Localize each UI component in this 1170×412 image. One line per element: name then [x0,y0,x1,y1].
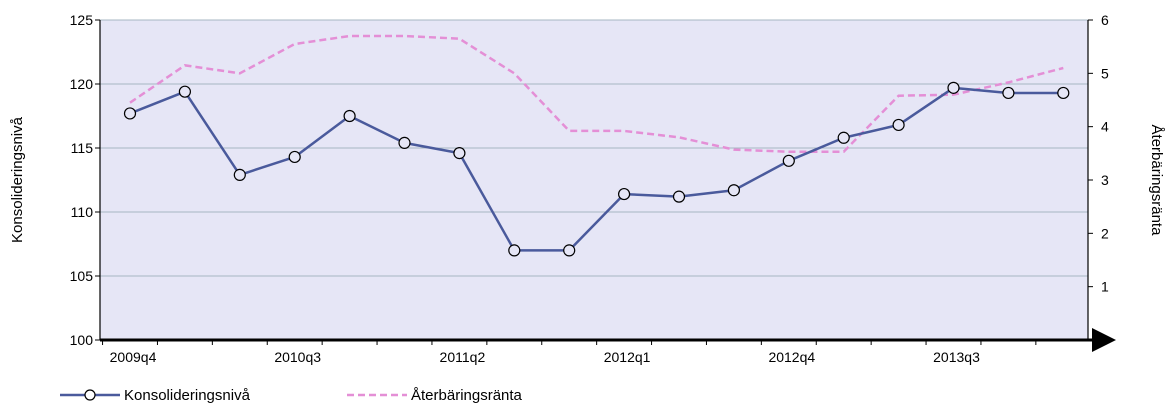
tick-labels: 100 105 110 115 120 125 0 1 2 3 4 5 6 2009q4 2010q3 201… [70,12,1109,365]
data-point-konsolideringsniva [782,154,795,167]
legend-label-konsolideringsniva: Konsolideringsnivå [124,387,251,404]
series-layer [123,34,1070,257]
data-point-konsolideringsniva [343,109,356,123]
x-tick-label: 2011q2 [440,349,486,365]
x-tick-label: 2010q3 [274,349,321,365]
legend-marker-konsolideringsniva [84,389,96,401]
series-line-konsolideringsniva [129,86,1064,252]
data-point-konsolideringsniva [453,147,466,160]
y-tick-label: 105 [70,268,94,284]
series-line-aterbaringsranta [129,34,1064,153]
axes [95,19,1116,352]
y2-tick-label: 0 [1101,332,1109,348]
legend-item-konsolideringsniva: Konsolideringsnivå [60,387,251,404]
data-point-konsolideringsniva [672,190,686,203]
gridlines [100,19,1088,277]
data-point-konsolideringsniva [178,85,191,98]
y-tick-label: 115 [71,140,94,156]
data-point-konsolideringsniva [1057,86,1070,100]
data-point-konsolideringsniva [727,184,741,197]
data-point-konsolideringsniva [892,118,905,132]
plot-area [100,20,1088,340]
legend-item-aterbaringsranta: Återbäringsränta [347,387,523,404]
data-point-konsolideringsniva [233,168,246,181]
data-point-konsolideringsniva [398,136,411,149]
data-point-konsolideringsniva [123,107,137,120]
y2-tick-label: 3 [1101,172,1109,188]
data-point-konsolideringsniva [508,244,521,257]
y-tick-label: 120 [70,76,94,92]
y2-axis-title: Återbäringsränta [1148,125,1165,237]
y-tick-label: 110 [71,204,94,220]
data-point-konsolideringsniva [1002,86,1015,100]
y-tick-label: 125 [70,12,94,28]
x-tick-label: 2013q3 [933,349,980,365]
legend: Konsolideringsnivå Återbäringsränta [60,387,523,404]
y2-tick-label: 4 [1101,119,1109,135]
legend-label-aterbaringsranta: Återbäringsränta [411,387,523,404]
data-point-konsolideringsniva [837,131,850,144]
y2-tick-label: 6 [1101,12,1109,28]
x-tick-label: 2009q4 [110,349,157,365]
y2-tick-label: 5 [1101,65,1109,81]
x-tick-label: 2012q1 [604,349,651,365]
y2-tick-label: 2 [1101,225,1109,241]
y-axis-title: Konsolideringsnivå [9,116,26,243]
data-point-konsolideringsniva [563,244,576,257]
data-point-konsolideringsniva [947,81,960,94]
y-tick-label: 100 [70,332,94,348]
y2-tick-label: 1 [1101,279,1109,295]
x-axis-arrow [1092,328,1116,352]
data-point-konsolideringsniva [288,150,301,164]
x-tick-label: 2012q4 [768,349,815,365]
data-point-konsolideringsniva [617,187,631,201]
